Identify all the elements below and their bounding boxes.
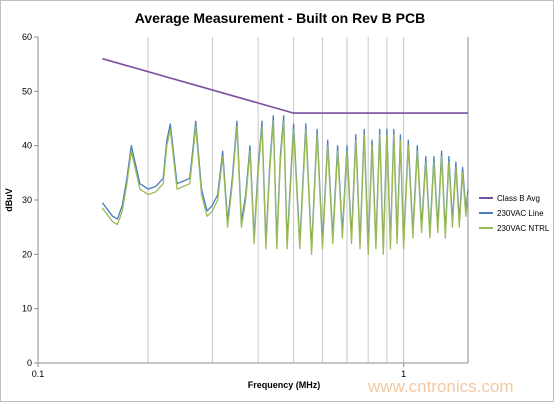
y-tick-label: 0 [27, 358, 32, 368]
y-axis-ticks: 0 10 20 30 40 50 60 [22, 32, 38, 368]
legend: Class B Avg 230VAC Line 230VAC NTRL [479, 194, 550, 233]
x-axis-label: Frequency (MHz) [248, 380, 321, 390]
chart-title: Average Measurement - Built on Rev B PCB [135, 10, 425, 26]
y-tick-label: 10 [22, 304, 32, 314]
series-line-class-b-avg [102, 57, 468, 114]
y-axis-label: dBuV [4, 188, 14, 212]
legend-label: Class B Avg [497, 194, 540, 203]
y-tick-label: 50 [22, 86, 32, 96]
y-tick-label: 20 [22, 249, 32, 259]
x-axis-ticks: 0.1 1 [32, 363, 406, 379]
series-lines [101, 57, 469, 255]
x-tick-label: 0.1 [32, 369, 45, 379]
y-tick-label: 60 [22, 32, 32, 42]
x-tick-label: 1 [401, 369, 406, 379]
watermark-text: www.cntronics.com [367, 377, 513, 396]
legend-label: 230VAC Line [497, 209, 544, 218]
y-tick-label: 30 [22, 195, 32, 205]
legend-label: 230VAC NTRL [497, 224, 550, 233]
series-line-230vac-ntrl [101, 120, 469, 255]
y-tick-label: 40 [22, 141, 32, 151]
